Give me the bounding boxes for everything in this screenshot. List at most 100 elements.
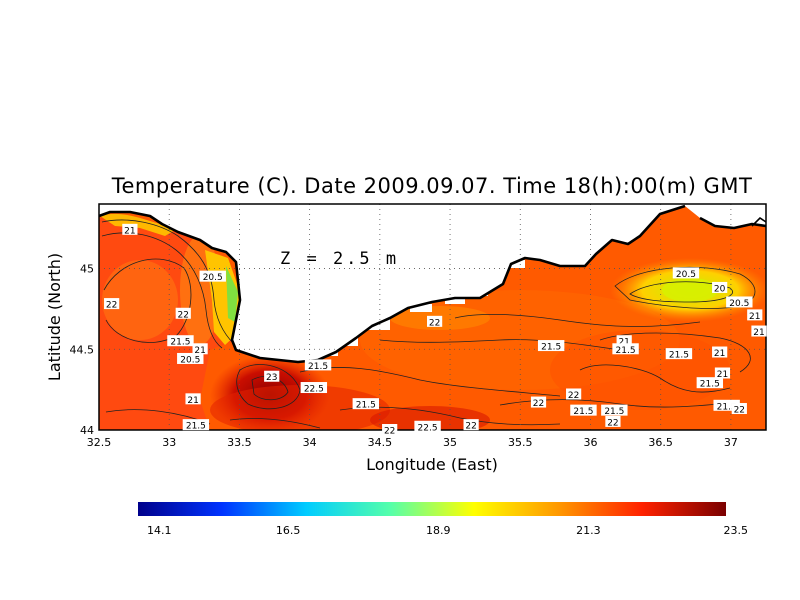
hot-south-patch xyxy=(370,406,490,430)
contour-label-box xyxy=(104,298,120,310)
contour-label-text: 21 xyxy=(187,396,198,406)
contour-label: 21 xyxy=(747,309,763,322)
contour-label-box xyxy=(182,419,210,431)
contour-label-text: 21 xyxy=(753,328,764,338)
contour-label-text: 20 xyxy=(714,284,726,294)
contour-label-box xyxy=(185,393,201,405)
y-tick-label: 44 xyxy=(80,424,94,437)
contour-label: 22 xyxy=(175,307,191,320)
contour-label-box xyxy=(751,325,767,337)
contour-label-text: 22 xyxy=(178,310,189,320)
contour-label: 22 xyxy=(731,403,747,416)
x-tick-label: 34.5 xyxy=(368,436,393,449)
x-axis-label: Longitude (East) xyxy=(366,455,498,474)
contour-label-box xyxy=(616,335,632,347)
contour-label-box xyxy=(537,340,565,352)
northwest-cold-strip xyxy=(100,213,175,236)
contour-label: 22.5 xyxy=(414,420,441,433)
contour-label: 20.5 xyxy=(672,267,700,280)
contour-label-box xyxy=(566,388,582,400)
colorbar-tick-label: 23.5 xyxy=(724,524,749,537)
contour-label: 23 xyxy=(264,370,280,383)
contour-label: 21 xyxy=(616,335,632,348)
colorbar-tick-label: 18.9 xyxy=(426,524,451,537)
colorbar-tick-label: 21.3 xyxy=(576,524,601,537)
contour-label: 21 xyxy=(185,393,201,406)
contour-label-text: 20.5 xyxy=(203,273,223,283)
west-cool-patch xyxy=(102,260,178,340)
colorbar xyxy=(138,502,726,516)
contour-label: 21 xyxy=(122,223,138,236)
contour-label-text: 22 xyxy=(429,318,440,328)
x-tick-label: 37 xyxy=(724,436,738,449)
contour-label-text: 21.5 xyxy=(170,338,190,348)
contour-label: 21.5 xyxy=(601,404,628,417)
depth-annotation: Z = 2.5 m xyxy=(280,249,399,269)
contour-label-box xyxy=(696,377,724,389)
x-tick-label: 32.5 xyxy=(87,436,112,449)
colorbar-tick-label: 14.1 xyxy=(147,524,172,537)
contour-label: 21.5 xyxy=(713,399,740,412)
x-tick-label: 36 xyxy=(583,436,597,449)
contour-label: 21.5 xyxy=(696,377,724,390)
contour-label-text: 22 xyxy=(465,422,476,432)
contour-label: 22.5 xyxy=(300,382,328,395)
contour-label-text: 22 xyxy=(384,427,395,437)
contour-label-box xyxy=(665,348,693,360)
contour-label: 21.5 xyxy=(570,404,597,417)
y-tick-label: 45 xyxy=(80,263,94,276)
contour-label-text: 21.5 xyxy=(186,422,206,432)
contour-label-box xyxy=(175,307,191,319)
coastline-kerch xyxy=(751,216,767,227)
cold-core xyxy=(226,266,238,322)
contour-label: 21.5 xyxy=(537,340,565,353)
contour-label-box xyxy=(382,424,398,435)
contour-label: 21 xyxy=(192,343,208,356)
contour-label-text: 20.5 xyxy=(676,270,696,280)
contour-label: 20.5 xyxy=(199,270,226,283)
contour-label: 22 xyxy=(427,315,443,328)
contour-labels: 2120.5222221.52120.52121.521.52322.521.5… xyxy=(104,223,767,437)
contour-label-box xyxy=(712,346,728,358)
contour-label-text: 20.5 xyxy=(180,355,200,365)
contour-label-text: 21.5 xyxy=(308,362,328,372)
y-tick-labels: 44 44.5 45 xyxy=(70,263,95,437)
contour-label-box xyxy=(300,382,328,394)
y-axis-label: Latitude (North) xyxy=(45,253,64,381)
contour-label-box xyxy=(167,335,194,347)
contour-label-text: 22 xyxy=(607,418,618,428)
contour-label-text: 23 xyxy=(266,373,277,383)
x-tick-labels: 32.5 33 33.5 34 34.5 35 35.5 36 36.5 37 xyxy=(87,436,738,449)
land-grid-cells xyxy=(322,260,525,356)
contour-label-text: 22 xyxy=(568,391,579,401)
x-tick-label: 35 xyxy=(443,436,457,449)
contour-label: 21.5 xyxy=(352,398,379,411)
contour-label-box xyxy=(570,404,597,416)
contour-label: 21.5 xyxy=(304,359,332,372)
contour-label-box xyxy=(672,267,700,279)
contour-label-box xyxy=(726,296,753,308)
east-cold-core xyxy=(662,278,718,302)
contour-label-text: 21.5 xyxy=(616,346,636,356)
contour-label-text: 22.5 xyxy=(304,385,324,395)
contour-label: 20.5 xyxy=(726,296,753,309)
contour-label-box xyxy=(264,370,280,382)
contour-label-box xyxy=(463,419,479,431)
temperature-field xyxy=(99,204,766,430)
contour-label-box xyxy=(122,223,138,235)
contour-label: 21 xyxy=(751,325,767,338)
contour-label-box xyxy=(414,420,441,432)
contour-label-text: 21.5 xyxy=(541,343,561,353)
contour-label-text: 20.5 xyxy=(729,299,749,309)
contour-label-box xyxy=(427,315,443,327)
contour-label-box xyxy=(192,343,208,355)
contour-label: 22 xyxy=(382,424,398,437)
contour-label-box xyxy=(612,343,639,355)
contour-label-box xyxy=(713,399,740,411)
contour-label: 22 xyxy=(104,298,120,311)
contour-label-text: 21 xyxy=(717,370,728,380)
contour-label: 22 xyxy=(530,396,547,409)
x-tick-label: 34 xyxy=(303,436,317,449)
contour-label-box xyxy=(304,359,332,371)
